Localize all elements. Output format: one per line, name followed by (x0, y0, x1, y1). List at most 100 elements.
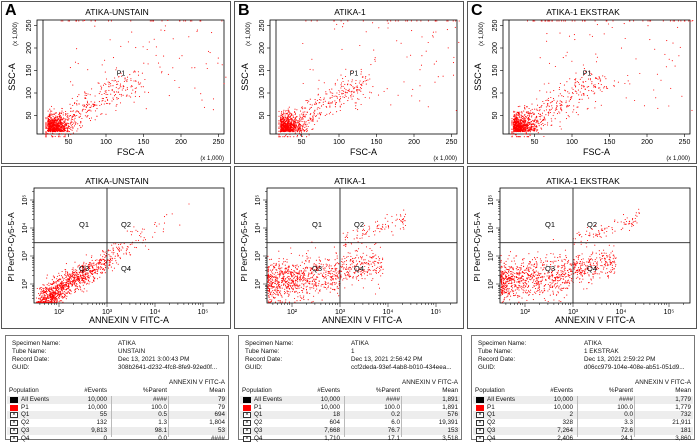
event-dot (74, 103, 76, 105)
event-dot (84, 91, 86, 93)
event-dot (191, 20, 193, 22)
event-dot (294, 132, 296, 134)
event-dot (289, 119, 291, 121)
event-dot (109, 39, 111, 41)
event-dot (82, 273, 84, 275)
event-dot (70, 122, 72, 124)
event-dot (144, 239, 147, 241)
event-dot (67, 118, 69, 120)
event-dot (77, 266, 79, 268)
event-dot (91, 88, 93, 90)
event-dot (84, 264, 86, 266)
event-dot (282, 277, 284, 280)
event-dot (51, 298, 53, 300)
event-dot (62, 127, 64, 129)
event-dot (89, 275, 91, 277)
event-dot (328, 113, 330, 115)
event-dot (379, 270, 381, 272)
event-dot (287, 121, 289, 123)
event-dot (458, 20, 460, 22)
event-dot (76, 48, 78, 50)
table-row[interactable]: × Q1 55 0.5 694 (7, 411, 227, 420)
percent-parent: 100.0 (151, 403, 167, 411)
event-dot (282, 270, 284, 272)
event-dot (116, 97, 118, 99)
event-dot (314, 284, 317, 286)
table-row[interactable]: × Q4 1,710 17.1 3,518 (240, 435, 460, 442)
event-dot (84, 115, 86, 117)
event-dot (331, 277, 333, 279)
event-dot (294, 282, 296, 284)
event-dot (300, 274, 302, 277)
event-dot (115, 243, 117, 245)
table-row[interactable]: × Q1 18 0.2 576 (240, 411, 460, 420)
event-dot (368, 74, 370, 76)
event-dot (111, 259, 113, 262)
event-dot (88, 277, 91, 279)
table-row[interactable]: × Q2 604 6.0 19,391 (240, 419, 460, 427)
event-dot (142, 46, 144, 48)
event-dot (274, 289, 276, 291)
event-dot (68, 288, 70, 290)
panel-b: P1 50 50 100 100 150 150 200 200 250 250 FSC-A (x 1,… (233, 0, 466, 442)
event-dot (132, 89, 134, 91)
table-row[interactable]: × Q3 7,668 76.7 153 (240, 426, 460, 435)
event-dot (283, 276, 285, 278)
event-dot (309, 98, 311, 100)
event-dot (301, 135, 303, 137)
event-dot (100, 260, 102, 262)
event-dot (335, 262, 337, 264)
event-dot (334, 271, 336, 273)
event-dot (378, 224, 380, 226)
event-dot (287, 117, 289, 119)
event-dot (287, 129, 289, 131)
event-dot (284, 268, 286, 270)
event-dot (271, 286, 273, 288)
event-dot (62, 276, 64, 278)
event-dot (164, 25, 166, 27)
event-dot (302, 123, 304, 125)
table-row[interactable]: All Events 10,000 #### 79 (7, 396, 227, 404)
event-dot (343, 278, 345, 280)
event-dot (108, 83, 110, 85)
event-dot (52, 289, 54, 291)
event-dot (309, 281, 311, 283)
event-dot (363, 269, 366, 271)
event-dot (406, 20, 409, 22)
table-row[interactable]: All Events 10,000 #### 1,891 (240, 396, 460, 404)
table-row[interactable]: P1 10,000 100.0 1,891 (240, 404, 460, 412)
event-dot (284, 118, 286, 120)
event-dot (285, 134, 287, 136)
event-dot (340, 270, 342, 272)
table-row[interactable]: × Q4 0 0.0 #### (7, 435, 227, 442)
event-dot (63, 287, 65, 289)
event-dot (50, 123, 52, 125)
event-dot (529, 134, 531, 136)
table-row[interactable]: × Q3 9,813 98.1 53 (7, 426, 227, 435)
tube-value: UNSTAIN (118, 348, 146, 355)
table-row[interactable]: × Q2 132 1.3 1,804 (7, 419, 227, 427)
event-dot (315, 266, 317, 268)
event-dot (86, 100, 88, 102)
table-row[interactable]: P1 10,000 100.0 79 (7, 404, 227, 412)
event-dot (69, 67, 71, 69)
event-dot (191, 67, 193, 69)
event-dot (90, 262, 92, 264)
event-dot (66, 288, 68, 290)
event-dot (126, 248, 128, 250)
quadrant-label: Q2 (121, 220, 131, 229)
event-dot (370, 256, 372, 258)
event-dot (86, 116, 88, 118)
event-dot (286, 112, 289, 114)
event-dot (290, 122, 293, 124)
event-dot (410, 20, 412, 22)
event-dot (299, 120, 301, 123)
event-dot (287, 125, 289, 128)
event-dot (356, 278, 358, 280)
event-dot (101, 113, 103, 115)
event-dot (112, 247, 114, 249)
event-dot (143, 62, 145, 64)
event-dot (46, 274, 48, 276)
event-dot (152, 20, 155, 22)
event-dot (93, 105, 95, 107)
